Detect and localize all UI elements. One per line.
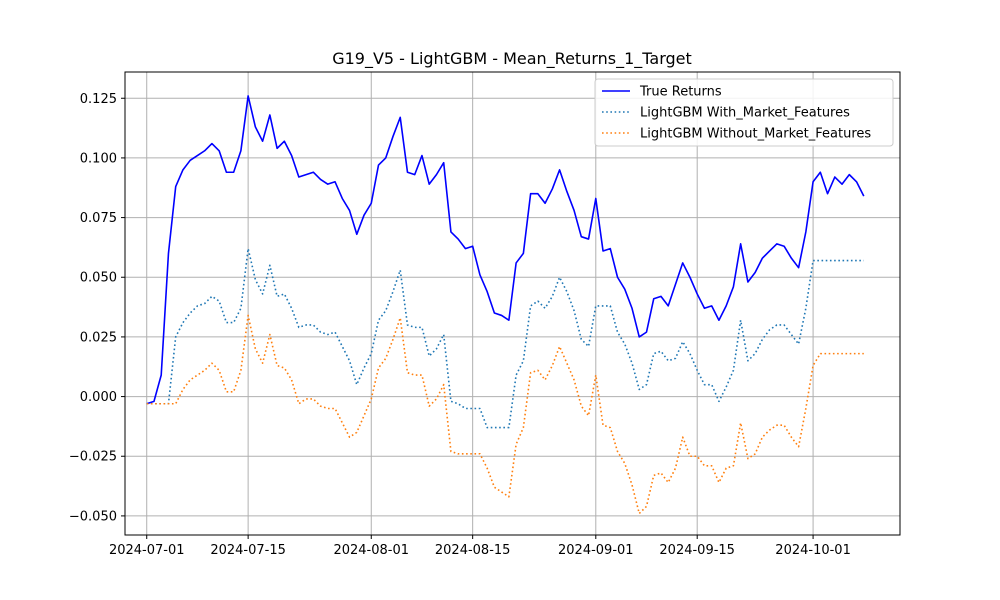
x-tick-label: 2024-07-15	[210, 543, 286, 558]
series-line-true-returns	[146, 95, 865, 405]
x-tick-label: 2024-08-15	[435, 543, 511, 558]
plot-area-frame	[124, 71, 901, 536]
legend-label: LightGBM Without_Market_Features	[640, 127, 871, 142]
x-tick-label: 2024-07-01	[109, 543, 185, 558]
x-tick-label: 2024-10-01	[775, 543, 851, 558]
y-tick-label: 0.075	[80, 211, 117, 226]
legend-label: True Returns	[639, 85, 722, 100]
legend: True Returns LightGBM With_Market_Feature…	[594, 78, 894, 147]
series-line-without-market-features	[146, 314, 864, 515]
y-tick-label: 0.050	[80, 271, 117, 286]
x-tick-label: 2024-09-15	[659, 543, 735, 558]
y-tick-label: 0.025	[80, 330, 117, 345]
axes: 2024-07-01 2024-07-15 2024-08-01 2024-08-15…	[69, 92, 851, 558]
x-tick-label: 2024-09-01	[558, 543, 634, 558]
y-tick-label: 0.100	[80, 151, 117, 166]
y-tick-label: 0.125	[80, 92, 117, 107]
chart-title: G19_V5 - LightGBM - Mean_Returns_1_Targe…	[332, 49, 692, 69]
x-tick-label: 2024-08-01	[333, 543, 409, 558]
series-lines	[146, 95, 865, 515]
series-line-with-market-features	[146, 247, 864, 429]
y-tick-label: −0.025	[69, 450, 117, 465]
grid	[125, 72, 900, 535]
y-tick-label: −0.050	[69, 509, 117, 524]
legend-box	[594, 78, 894, 147]
legend-label: LightGBM With_Market_Features	[640, 106, 850, 121]
y-tick-label: 0.000	[80, 390, 117, 405]
